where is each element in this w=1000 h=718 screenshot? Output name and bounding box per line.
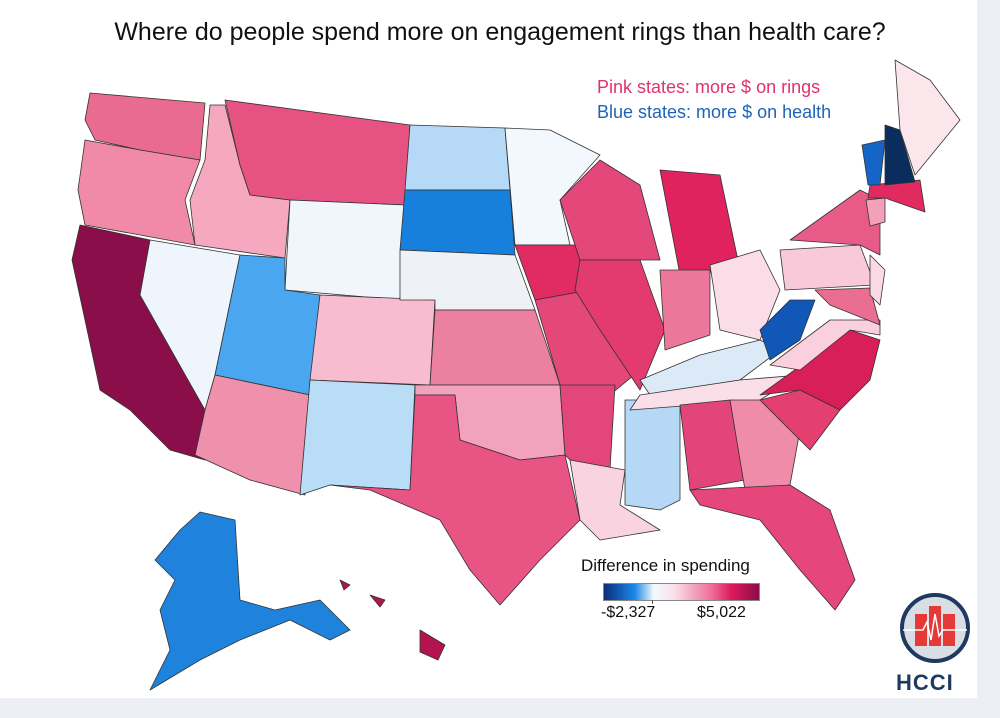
state-or [77,139,201,246]
legend-min-label: -$2,327 [601,604,656,621]
state-tx [329,394,581,606]
state-co [309,294,436,386]
state-me [894,59,961,176]
state-va [769,319,881,371]
state-wi [559,159,661,261]
state-vt [861,139,886,186]
page-title: Where do people spend more on engagement… [114,18,886,46]
state-hi [339,579,446,661]
state-nh [884,124,916,186]
state-ct [865,197,886,227]
legend-color-bar [603,583,760,601]
state-ny [789,189,881,256]
state-id [189,104,291,259]
state-il [574,259,666,391]
state-nm [299,379,416,496]
pink-states-note: Pink states: more $ on rings [597,77,821,97]
state-in [659,269,711,351]
state-wv [759,299,816,361]
state-pa [779,244,876,291]
legend-max-label: $5,022 [697,604,746,621]
state-md [814,287,881,326]
state-fl [689,484,856,611]
state-wy [284,199,406,301]
state-ms [624,399,681,511]
state-sd [399,189,516,256]
hcci-logo-icon [900,593,970,663]
blue-states-note: Blue states: more $ on health [597,102,832,122]
state-oh [709,249,781,341]
legend-title: Difference in spending [581,556,750,575]
state-ak [149,511,351,691]
state-mt [224,99,411,206]
state-ar [559,384,616,471]
state-az [194,374,311,496]
hcci-logo-text: HCCI [896,670,954,695]
state-nd [404,124,511,191]
legend-zero-tick [652,600,653,604]
state-ks [429,309,561,386]
state-nj [869,254,886,306]
